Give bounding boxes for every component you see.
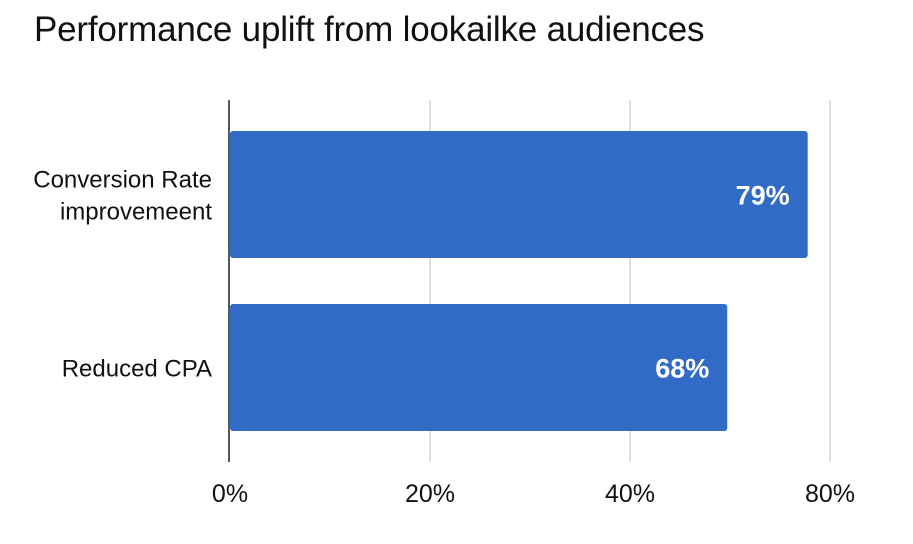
- x-tick-label: 40%: [605, 480, 655, 508]
- x-tick-label: 0%: [212, 480, 248, 508]
- category-label-line: Conversion Rate: [33, 167, 212, 194]
- bar: [230, 304, 728, 431]
- x-tick-label: 20%: [405, 480, 455, 508]
- category-label-line: Reduced CPA: [62, 356, 212, 383]
- data-label: 68%: [655, 354, 709, 384]
- category-label-line: improvemeent: [60, 199, 212, 226]
- data-label: 79%: [736, 181, 790, 211]
- bar: [230, 131, 808, 258]
- category-label: Reduced CPA: [62, 356, 212, 383]
- x-tick-label: 80%: [805, 480, 855, 508]
- category-label: Conversion Rate improvemeent: [33, 167, 212, 226]
- chart-title: Performance uplift from lookailke audien…: [34, 10, 705, 49]
